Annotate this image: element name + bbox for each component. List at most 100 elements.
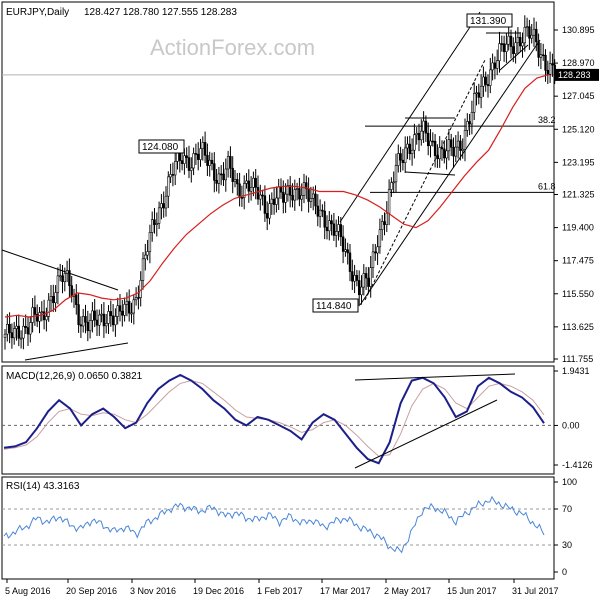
candle-body <box>491 62 494 71</box>
candle-body <box>482 76 485 87</box>
candle-body <box>130 312 133 315</box>
candle-body <box>15 325 18 329</box>
x-tick-label: 31 Jul 2017 <box>512 586 559 596</box>
candle-body <box>445 150 448 159</box>
candle-body <box>210 159 214 164</box>
candle-body <box>70 285 73 297</box>
candle-body <box>58 275 62 278</box>
candle-body <box>95 319 99 326</box>
candle-body <box>116 305 119 317</box>
ohlc-values: 128.427 128.780 127.555 128.283 <box>84 7 237 18</box>
candle-body <box>390 182 393 190</box>
candle-body <box>459 140 462 151</box>
candle-body <box>56 275 60 293</box>
candle-body <box>49 296 53 301</box>
candle-body <box>307 188 310 202</box>
candle-body <box>47 299 50 317</box>
price-tick-label: 121.325 <box>562 190 595 200</box>
candle-body <box>146 251 149 256</box>
candle-body <box>369 267 372 287</box>
candle-body <box>456 140 460 148</box>
candle-body <box>420 130 423 141</box>
candle-body <box>392 181 395 184</box>
candle-body <box>128 301 131 314</box>
candle-body <box>328 220 331 232</box>
candle-body <box>397 153 400 166</box>
candle-body <box>309 198 313 202</box>
candle-body <box>279 186 283 193</box>
last-price-label: 128.283 <box>558 70 591 80</box>
macd-support-line <box>354 399 498 469</box>
candle-body <box>466 121 469 131</box>
candle-body <box>277 186 280 199</box>
candle-body <box>408 143 411 155</box>
candle-body <box>424 120 428 134</box>
candle-body <box>249 186 253 192</box>
top-range-lower-line <box>499 44 529 71</box>
candle-body <box>40 311 44 314</box>
candle-body <box>282 191 285 203</box>
candle-body <box>132 299 135 314</box>
candle-body <box>383 221 386 225</box>
candle-body <box>314 193 317 207</box>
candle-body <box>532 28 536 36</box>
candle-body <box>134 297 138 301</box>
candle-body <box>403 147 407 163</box>
candle-body <box>84 316 87 323</box>
candle-body <box>263 195 267 214</box>
candle-body <box>155 223 158 225</box>
candle-body <box>433 140 437 156</box>
candle-body <box>33 307 37 315</box>
candle-body <box>502 43 506 52</box>
candle-body <box>243 183 246 198</box>
candle-body <box>13 328 16 339</box>
candle-body <box>224 168 227 181</box>
candle-body <box>162 203 165 209</box>
candle-body <box>187 157 191 171</box>
rsi-panel <box>1 476 555 580</box>
candle-body <box>63 273 67 282</box>
candle-body <box>151 219 154 233</box>
candle-body <box>107 311 110 324</box>
candle-body <box>539 54 543 58</box>
candle-body <box>164 195 168 209</box>
candle-body <box>463 130 467 150</box>
candle-body <box>26 327 30 335</box>
candle-body <box>17 325 20 339</box>
candle-body <box>88 320 92 332</box>
candle-body <box>256 187 260 200</box>
candle-body <box>346 249 349 254</box>
candle-body <box>521 42 524 47</box>
candle-body <box>454 146 457 157</box>
candle-body <box>468 121 471 125</box>
price-tick-label: 113.625 <box>562 322 594 332</box>
candle-body <box>284 193 287 203</box>
candle-body <box>68 270 71 286</box>
candle-body <box>231 167 234 182</box>
channel-lower-line <box>359 39 541 306</box>
candle-body <box>339 224 342 238</box>
candle-body <box>477 92 480 98</box>
candle-body <box>141 258 145 281</box>
x-tick-label: 3 Nov 2016 <box>130 586 176 596</box>
candle-body <box>330 220 333 225</box>
price-panel <box>1 1 555 363</box>
candle-body <box>270 198 273 204</box>
x-tick-label: 1 Feb 2017 <box>257 586 303 596</box>
candle-body <box>247 180 250 192</box>
candle-body <box>82 316 85 327</box>
candle-body <box>472 93 476 113</box>
candle-body <box>86 321 90 332</box>
candle-body <box>197 153 200 160</box>
low-114840-label: 114.840 <box>316 301 352 312</box>
candle-body <box>528 26 531 39</box>
candle-body <box>261 194 264 197</box>
fib-61-label: 61.8 <box>538 181 556 191</box>
candle-body <box>431 140 434 143</box>
candle-body <box>190 167 193 171</box>
fib-38-label: 38.2 <box>538 115 556 125</box>
price-tick-label: 130.895 <box>562 25 595 35</box>
macd-tick-label: 0.00 <box>562 420 580 430</box>
rsi-title: RSI(14) 43.3163 <box>6 481 80 492</box>
